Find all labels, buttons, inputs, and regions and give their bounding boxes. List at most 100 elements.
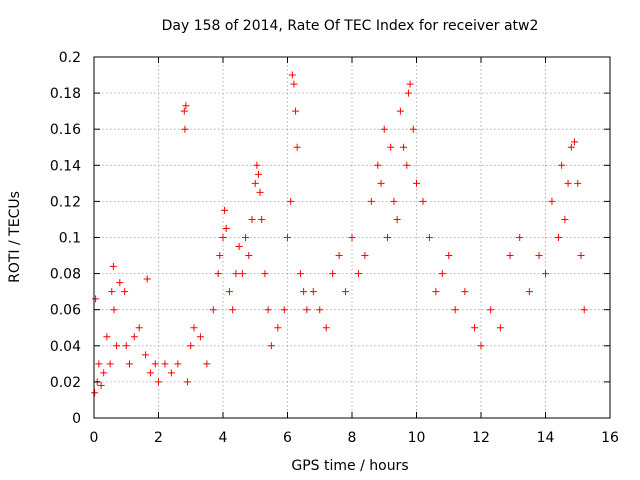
data-point [406,80,414,88]
data-point [254,170,262,178]
y-tick-label: 0.06 [50,303,81,319]
y-tick-labels: 0 0.02 0.04 0.06 0.08 0.1 0.12 0.14 0.16 0.18 0.2 [50,50,81,427]
data-point [130,333,138,341]
data-point [451,306,459,314]
data-point [487,306,495,314]
y-tick-label: 0.14 [50,158,81,174]
data-point [387,143,395,151]
data-point [167,369,175,377]
data-point [383,234,391,241]
data-point [525,288,533,296]
data-point [571,138,579,146]
x-tick-label: 0 [90,430,99,446]
data-point [461,288,469,296]
data-point [235,243,243,251]
data-point [190,324,198,332]
data-point [535,252,543,260]
y-tick-label: 0.02 [50,375,81,391]
data-point [348,234,356,241]
data-point [274,324,282,332]
data-point [187,342,195,350]
y-tick-label: 0 [72,411,81,427]
data-point [209,306,217,314]
data-point [258,215,266,223]
x-tick-label: 2 [154,430,163,446]
data-point [280,306,288,314]
x-tick-label: 16 [601,430,619,446]
data-point [342,288,350,296]
data-point [110,306,118,314]
y-tick-label: 0.08 [50,267,81,283]
data-point [242,234,250,241]
data-point [216,252,224,260]
x-tick-label: 14 [537,430,555,446]
data-point [403,161,411,169]
data-point [438,270,446,278]
data-point [409,125,417,133]
y-tick-label: 0.04 [50,339,81,355]
data-point [558,161,566,169]
data-point [182,102,190,110]
data-point [574,179,582,187]
data-point [214,270,222,278]
data-point [264,306,272,314]
data-point [184,378,192,386]
data-point [251,179,259,187]
chart-title: Day 158 of 2014, Rate Of TEC Index for r… [162,18,539,34]
data-point [419,197,427,205]
axis-ticks [93,56,611,419]
data-point [374,161,382,169]
y-tick-label: 0.16 [50,122,81,138]
y-tick-label: 0.2 [59,50,81,66]
data-point [248,215,256,223]
data-point [296,270,304,278]
data-point [554,234,562,241]
data-point [203,360,211,368]
data-point [155,378,162,386]
data-point [238,270,246,278]
data-points [91,71,588,397]
data-point [322,324,330,332]
data-point [377,179,385,187]
data-point [432,288,440,296]
data-point [221,206,229,214]
data-point [361,252,369,260]
data-point [367,197,375,205]
data-point [135,324,143,332]
data-point [222,224,230,232]
data-point [506,252,514,260]
y-tick-label: 0.12 [50,194,81,210]
data-point [125,360,133,368]
y-tick-label: 0.18 [50,86,81,102]
data-point [287,197,295,205]
data-point [256,188,264,196]
data-point [245,252,253,260]
data-point [92,295,100,303]
data-point [143,275,151,283]
data-point [496,324,504,332]
data-point [303,306,311,314]
data-point [288,71,296,79]
data-point [91,389,99,397]
data-point [300,288,308,296]
x-tick-label: 10 [408,430,426,446]
data-point [413,179,420,187]
data-point [390,197,398,205]
x-tick-label: 6 [283,430,292,446]
data-point [229,306,237,314]
data-point [445,252,453,260]
data-point [97,382,105,390]
data-point [219,234,227,241]
data-point [293,143,301,151]
x-tick-label: 8 [348,430,357,446]
data-point [335,252,343,260]
data-point [95,360,103,368]
data-point [516,234,524,241]
data-point [580,306,588,314]
data-point [161,360,169,368]
data-point [103,333,111,341]
data-point [151,360,159,368]
y-tick-label: 0.1 [59,231,81,247]
data-point [542,270,549,278]
